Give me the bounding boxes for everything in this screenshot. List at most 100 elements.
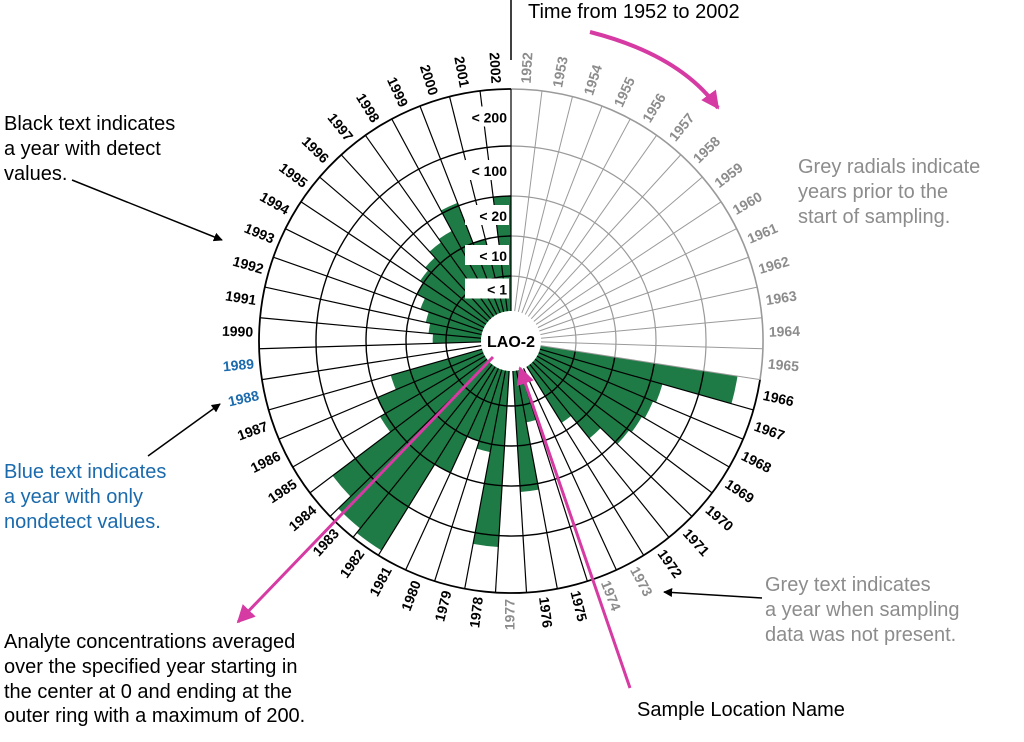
note-line: Blue text indicates — [4, 461, 167, 483]
year-label-1957: 1957 — [666, 110, 698, 144]
year-label-1995: 1995 — [276, 159, 311, 191]
year-label-1973: 1973 — [627, 564, 656, 599]
year-label-1955: 1955 — [610, 74, 638, 109]
ring-label: < 200 — [472, 110, 508, 126]
note-line: a year with detect — [4, 137, 161, 160]
year-label-1981: 1981 — [366, 564, 395, 599]
year-radial — [539, 348, 754, 411]
year-radial — [512, 370, 528, 593]
note-line: the center at 0 and ending at the — [4, 680, 292, 703]
year-label-1969: 1969 — [722, 476, 757, 507]
concentration-wedge-1993 — [420, 298, 485, 332]
note-line: values. — [4, 162, 68, 185]
year-radial — [259, 341, 482, 350]
year-radial — [405, 368, 500, 571]
concentration-wedge-1968 — [536, 352, 654, 419]
year-label-1962: 1962 — [757, 253, 792, 277]
year-radial — [264, 286, 482, 336]
concentration-fills — [332, 196, 738, 551]
concentration-wedge-1986 — [377, 352, 486, 414]
year-radial — [285, 228, 485, 329]
year-label-2002: 2002 — [487, 52, 505, 84]
year-label-1960: 1960 — [730, 188, 765, 218]
concentration-wedge-1978 — [473, 370, 510, 548]
ring-label-backdrop — [465, 106, 509, 127]
grey-text-note: Grey text indicates a year when sampling… — [765, 573, 960, 647]
concentration-wedge-1967 — [538, 349, 663, 403]
ring-black-segment — [258, 88, 761, 594]
note-line: Grey text indicates — [765, 574, 931, 596]
ring-black-segment — [365, 195, 655, 487]
year-label-1986: 1986 — [248, 448, 283, 476]
year-label-1952: 1952 — [518, 52, 536, 84]
year-label-1972: 1972 — [655, 546, 686, 581]
black-text-pointer — [71, 179, 223, 242]
year-label-1956: 1956 — [639, 90, 669, 125]
year-radial — [522, 368, 617, 571]
year-radial — [300, 201, 487, 325]
ring-label: < 1 — [487, 282, 507, 298]
year-radial — [537, 228, 737, 329]
year-label-1990: 1990 — [222, 323, 254, 340]
year-label-1992: 1992 — [231, 253, 266, 277]
year-radial — [515, 370, 558, 589]
year-radial — [534, 358, 713, 494]
year-radial — [309, 358, 488, 494]
year-label-1985: 1985 — [265, 476, 300, 507]
concentration-wedge-1997 — [429, 242, 494, 319]
note-line: outer ring with a maximum of 200. — [4, 705, 306, 728]
year-label-1982: 1982 — [336, 546, 367, 581]
note-line: a year when sampling — [765, 598, 960, 621]
note-line: data was not present. — [765, 623, 957, 646]
year-radial — [524, 118, 631, 315]
year-radial — [529, 363, 670, 538]
concentration-wedge-1971 — [529, 361, 601, 439]
concentration-wedge-1990 — [432, 333, 482, 344]
year-label-1997: 1997 — [324, 110, 356, 144]
note-line: Black text indicates — [4, 113, 176, 135]
concentration-wedge-1995 — [420, 270, 489, 325]
year-radial — [377, 366, 496, 556]
year-radial — [517, 96, 573, 313]
year-radial — [535, 201, 722, 325]
year-label-1954: 1954 — [580, 62, 605, 97]
year-label-1970: 1970 — [703, 502, 737, 535]
concentration-wedge-1992 — [425, 312, 483, 335]
ring-black-segment — [405, 235, 616, 447]
year-radial — [494, 370, 510, 593]
analyte-note: Analyte concentrations averaged over the… — [4, 630, 305, 729]
ring-black-segment — [315, 145, 705, 537]
year-radial — [540, 341, 763, 350]
concentration-wedge-1983 — [338, 361, 493, 529]
sample-location-note: Sample Location Name — [637, 699, 845, 721]
concentration-wedge-1984 — [332, 359, 490, 497]
year-label-1976: 1976 — [536, 596, 556, 629]
time-direction-arrow — [589, 30, 720, 110]
concentration-wedge-1979 — [476, 369, 506, 453]
ring-label: < 10 — [479, 248, 507, 264]
note-line: start of sampling. — [798, 205, 951, 228]
year-radial — [521, 105, 603, 314]
concentration-wedge-1981 — [434, 366, 499, 473]
ring-label-backdrop — [465, 245, 509, 265]
year-label-1984: 1984 — [285, 502, 319, 535]
year-label-1967: 1967 — [752, 418, 787, 444]
year-radial — [538, 352, 744, 440]
ring-label-backdrop — [465, 205, 509, 225]
year-label-1977: 1977 — [502, 599, 518, 630]
ring-label: < 100 — [472, 163, 508, 179]
year-label-1998: 1998 — [353, 90, 383, 125]
year-radial — [352, 363, 493, 538]
year-radial — [448, 96, 505, 313]
note-line: Analyte concentrations averaged — [4, 631, 296, 653]
year-label-1964: 1964 — [769, 323, 801, 340]
note-line: Grey radials indicate — [798, 156, 981, 178]
note-line: nondetect values. — [4, 510, 161, 533]
year-label-1994: 1994 — [257, 188, 292, 218]
analyte-pointer — [236, 355, 495, 624]
year-label-1958: 1958 — [690, 133, 724, 166]
year-radial — [536, 355, 730, 468]
concentration-rings — [258, 88, 764, 594]
year-radial — [527, 135, 658, 317]
